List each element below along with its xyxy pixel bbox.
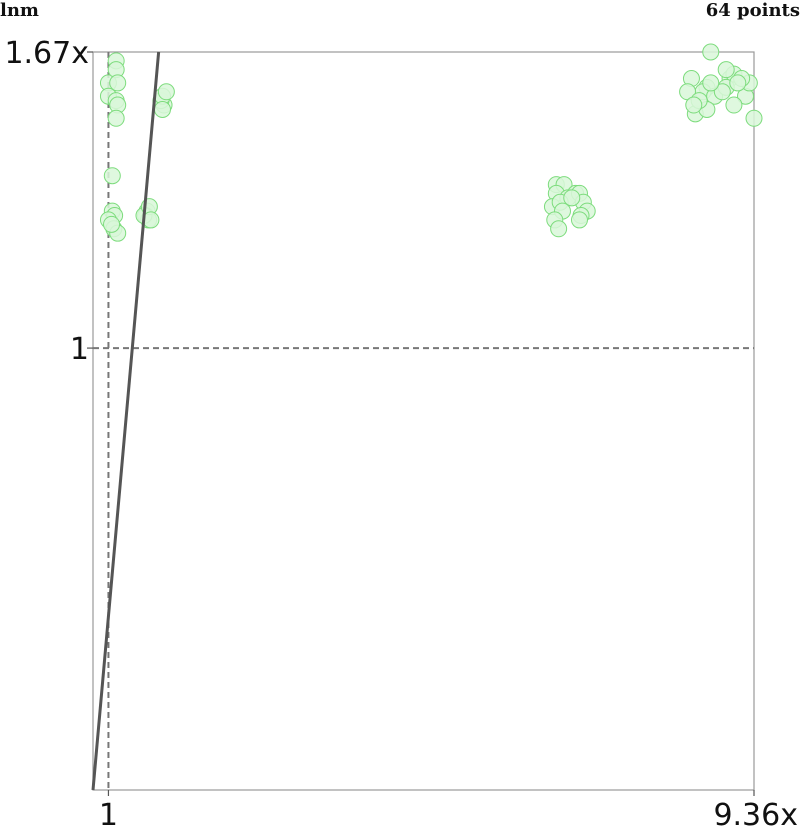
data-point [103,215,121,233]
data-point [713,83,731,101]
y-tick-label: 1 [70,332,89,367]
data-point [153,100,171,118]
data-point [550,220,568,238]
data-point [725,96,743,114]
data-point [563,189,581,207]
points-layer [99,43,763,242]
data-point [702,43,720,61]
data-point [717,61,735,79]
plot-frame [92,51,755,791]
x-tick-label: 1 [99,798,118,833]
data-point [570,211,588,229]
data-point [103,167,121,185]
data-point [745,109,763,127]
diagonal-layer [91,51,161,791]
x-tick-label: 9.36x [713,798,798,833]
data-point [109,74,127,92]
reference-lines [93,52,754,790]
data-point [729,74,747,92]
data-point [107,109,125,127]
data-point [702,74,720,92]
data-point [685,96,703,114]
ticks-layer: 1 9.36x 1 1.67x [4,36,798,833]
diagonal-line [91,51,161,791]
chart-right-label: 64 points [705,0,800,21]
chart-left-label: lnm [0,0,39,21]
y-tick-label: 1.67x [4,36,89,71]
data-point [157,83,175,101]
